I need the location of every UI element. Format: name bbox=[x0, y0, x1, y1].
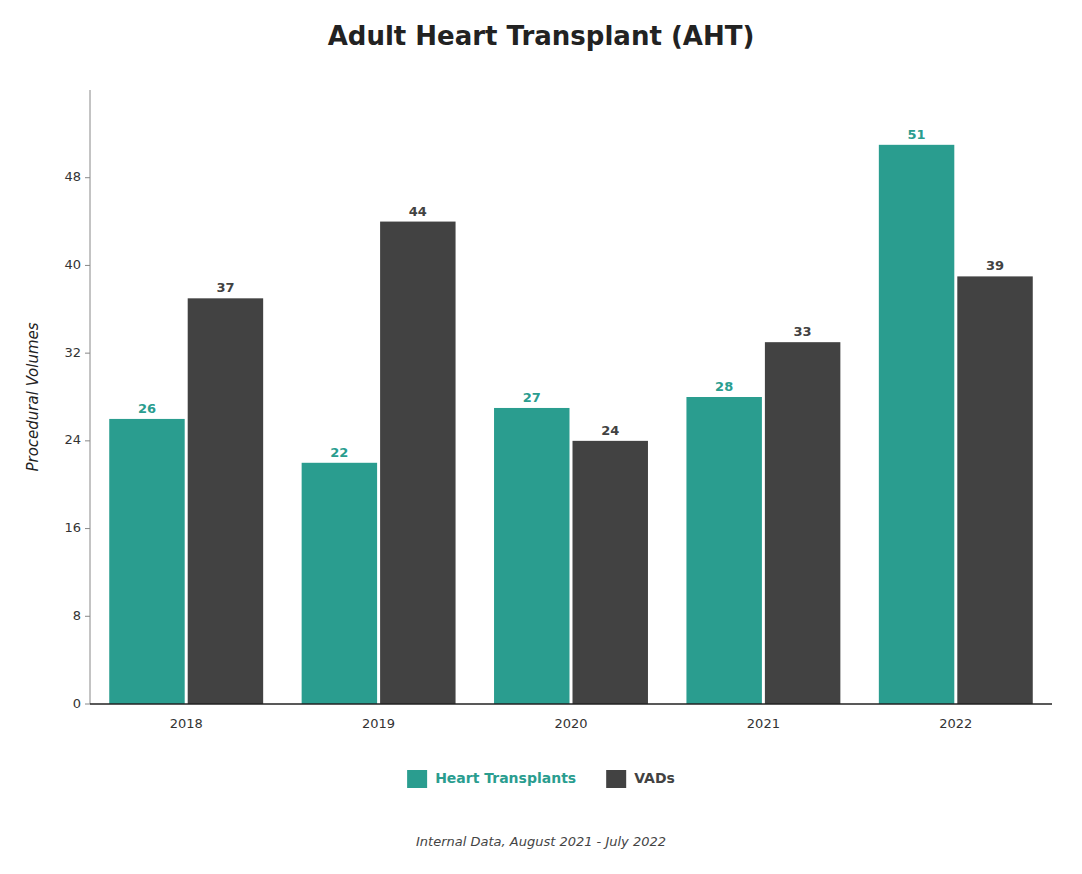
legend-label: VADs bbox=[634, 770, 675, 786]
bar bbox=[109, 419, 184, 704]
data-label: 22 bbox=[330, 445, 348, 460]
bar bbox=[188, 298, 263, 704]
y-tick bbox=[85, 528, 90, 529]
y-axis-line bbox=[90, 90, 91, 704]
y-tick-label: 0 bbox=[73, 696, 81, 711]
y-tick bbox=[85, 440, 90, 441]
legend-swatch bbox=[606, 770, 626, 788]
y-tick bbox=[85, 353, 90, 354]
data-label: 27 bbox=[523, 390, 541, 405]
data-labels: 26 22 27 28 51 37 44 24 33 39 bbox=[138, 127, 1004, 460]
bar bbox=[302, 463, 377, 704]
footnote: Internal Data, August 2021 - July 2022 bbox=[416, 834, 666, 849]
legend-item: Heart Transplants bbox=[407, 770, 576, 788]
bar bbox=[957, 276, 1032, 704]
bar bbox=[573, 441, 648, 704]
bar bbox=[765, 342, 840, 704]
bar bbox=[494, 408, 569, 704]
y-tick bbox=[85, 704, 90, 705]
y-axis: 0 8 16 24 32 40 48 bbox=[64, 90, 90, 711]
x-tick-label: 2022 bbox=[939, 716, 972, 731]
x-tick-label: 2020 bbox=[554, 716, 587, 731]
x-tick-label: 2018 bbox=[170, 716, 203, 731]
bar bbox=[686, 397, 761, 704]
y-tick bbox=[85, 265, 90, 266]
data-label: 28 bbox=[715, 379, 733, 394]
data-label: 37 bbox=[216, 280, 234, 295]
y-tick bbox=[85, 177, 90, 178]
bar bbox=[879, 145, 954, 704]
x-tick-label: 2021 bbox=[747, 716, 780, 731]
y-tick-label: 32 bbox=[64, 345, 81, 360]
bar bbox=[380, 222, 455, 704]
y-tick-label: 40 bbox=[64, 257, 81, 272]
data-label: 33 bbox=[794, 324, 812, 339]
y-tick-label: 8 bbox=[73, 608, 81, 623]
bars bbox=[109, 145, 1033, 704]
data-label: 39 bbox=[986, 258, 1004, 273]
data-label: 24 bbox=[601, 423, 619, 438]
legend-label: Heart Transplants bbox=[435, 770, 576, 786]
x-tick-label: 2019 bbox=[362, 716, 395, 731]
title: Adult Heart Transplant (AHT) bbox=[328, 21, 755, 51]
chart-container: Adult Heart Transplant (AHT) 0 8 16 24 32 40 48… bbox=[0, 0, 1082, 874]
y-tick-label: 48 bbox=[64, 169, 81, 184]
legend-swatch bbox=[407, 770, 427, 788]
chart-svg: Adult Heart Transplant (AHT) 0 8 16 24 32 40 48… bbox=[0, 0, 1082, 874]
legend: Heart Transplants VADs bbox=[407, 770, 675, 788]
data-label: 51 bbox=[908, 127, 926, 142]
y-tick bbox=[85, 616, 90, 617]
data-label: 44 bbox=[409, 204, 427, 219]
data-label: 26 bbox=[138, 401, 156, 416]
y-tick-label: 24 bbox=[64, 432, 81, 447]
x-axis: 2018 2019 2020 2021 2022 bbox=[90, 704, 1052, 731]
y-tick-label: 16 bbox=[64, 520, 81, 535]
legend-item: VADs bbox=[606, 770, 675, 788]
x-axis-line bbox=[90, 703, 1052, 705]
y-axis-label: Procedural Volumes bbox=[24, 322, 42, 471]
